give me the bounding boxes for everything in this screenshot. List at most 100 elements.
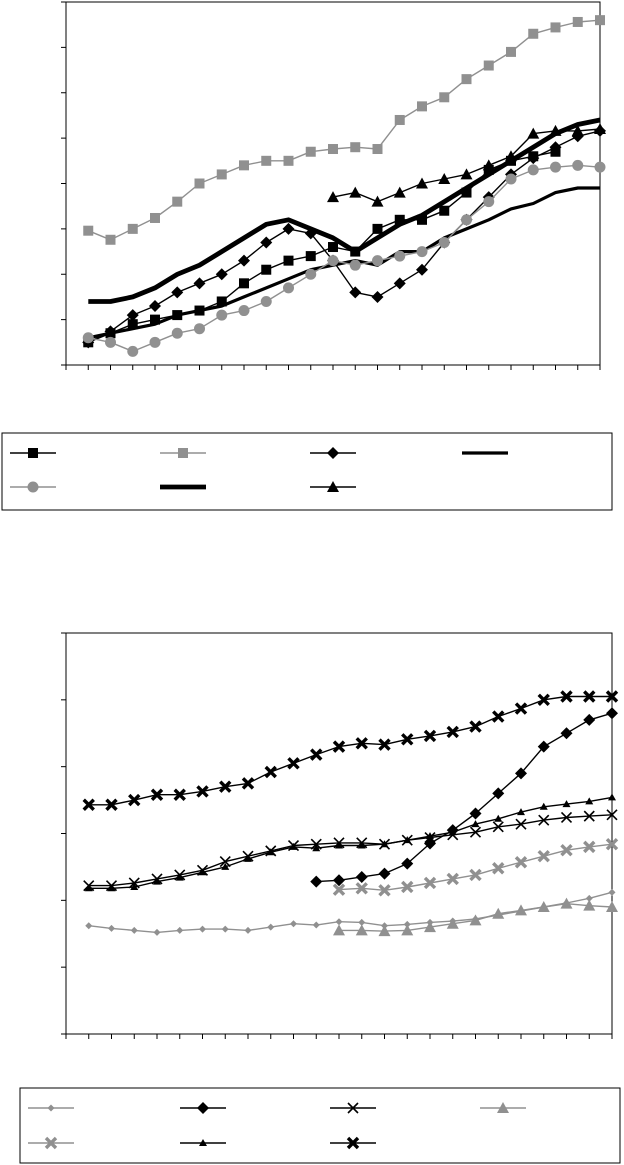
- data-point: [403, 836, 412, 844]
- data-point: [438, 236, 450, 248]
- data-point: [266, 848, 275, 856]
- data-point: [173, 788, 186, 801]
- data-point: [283, 255, 294, 266]
- data-point: [416, 263, 428, 276]
- data-point: [358, 918, 366, 926]
- data-point: [515, 767, 527, 780]
- data-point: [505, 150, 517, 162]
- data-point: [583, 690, 596, 703]
- legend-swatch-marker: [27, 481, 39, 493]
- plot-area: [65, 632, 613, 1035]
- data-point: [594, 123, 606, 135]
- data-point: [260, 236, 273, 249]
- legend-swatch-marker: [327, 447, 339, 459]
- legend-swatch-marker: [44, 1136, 58, 1150]
- data-point: [492, 710, 505, 723]
- data-point: [328, 242, 338, 253]
- data-point: [572, 159, 584, 171]
- series-line: [88, 796, 613, 889]
- data-point: [482, 159, 495, 171]
- data-point: [439, 205, 450, 216]
- data-point: [260, 295, 272, 307]
- data-point: [130, 926, 138, 934]
- data-point: [537, 740, 550, 753]
- data-point: [107, 884, 116, 892]
- data-point: [335, 841, 343, 849]
- data-point: [215, 268, 228, 281]
- data-point: [378, 867, 391, 880]
- data-point: [560, 811, 573, 824]
- data-point: [515, 904, 527, 916]
- data-point: [483, 60, 494, 71]
- data-point: [287, 757, 300, 770]
- legend: [1, 432, 613, 511]
- data-point: [244, 854, 252, 862]
- data-point: [438, 172, 451, 184]
- series-4: [333, 897, 618, 937]
- data-point: [461, 187, 472, 198]
- data-point: [492, 821, 504, 833]
- chart-2: [19, 632, 621, 1164]
- data-point: [244, 926, 252, 934]
- data-point: [241, 777, 255, 790]
- data-point: [471, 820, 480, 828]
- data-point: [261, 264, 272, 275]
- legend-entry: [330, 1102, 376, 1114]
- data-point: [349, 186, 362, 198]
- data-point: [562, 800, 571, 808]
- data-point: [460, 168, 473, 180]
- data-point: [514, 856, 528, 869]
- data-point: [84, 884, 93, 892]
- data-point: [199, 925, 206, 933]
- data-point: [355, 882, 368, 895]
- data-point: [194, 323, 205, 335]
- legend-swatch-marker: [197, 1102, 209, 1114]
- legend-swatch-marker: [347, 1102, 359, 1114]
- data-point: [417, 214, 427, 225]
- data-point: [193, 277, 206, 290]
- data-point: [446, 725, 459, 739]
- data-point: [539, 802, 548, 810]
- data-point: [608, 793, 616, 801]
- legend-entry: [180, 1139, 226, 1146]
- chart-1: [1, 1, 613, 511]
- data-point: [221, 862, 230, 870]
- data-point: [282, 222, 295, 235]
- legend-entry: [180, 1102, 226, 1114]
- data-point: [305, 146, 316, 157]
- data-point: [355, 924, 368, 936]
- data-point: [150, 314, 160, 325]
- data-point: [332, 740, 346, 753]
- data-point: [537, 693, 550, 707]
- data-point: [401, 924, 414, 936]
- data-point: [198, 868, 207, 876]
- data-point: [424, 921, 436, 933]
- data-point: [349, 286, 362, 299]
- legend-entry: [28, 1136, 74, 1150]
- data-point: [378, 925, 391, 937]
- data-point: [238, 254, 250, 267]
- data-point: [328, 144, 338, 155]
- legend-entry: [310, 481, 356, 492]
- legend-swatch-marker: [346, 1136, 360, 1150]
- data-point: [171, 327, 183, 339]
- data-point: [416, 177, 428, 189]
- data-point: [355, 737, 368, 750]
- data-point: [175, 873, 184, 881]
- legend-entry: [160, 448, 206, 458]
- legend-swatch-marker: [28, 448, 38, 458]
- data-point: [127, 345, 139, 357]
- data-point: [583, 713, 596, 726]
- data-point: [492, 862, 505, 875]
- data-point: [267, 923, 275, 931]
- data-point: [583, 840, 596, 854]
- data-point: [372, 223, 383, 234]
- data-point: [172, 196, 183, 207]
- legend-entry: [310, 447, 356, 459]
- data-point: [538, 814, 550, 826]
- data-point: [549, 124, 562, 136]
- data-point: [394, 214, 405, 225]
- data-point: [333, 874, 345, 887]
- data-point: [461, 214, 472, 226]
- data-point: [560, 727, 573, 740]
